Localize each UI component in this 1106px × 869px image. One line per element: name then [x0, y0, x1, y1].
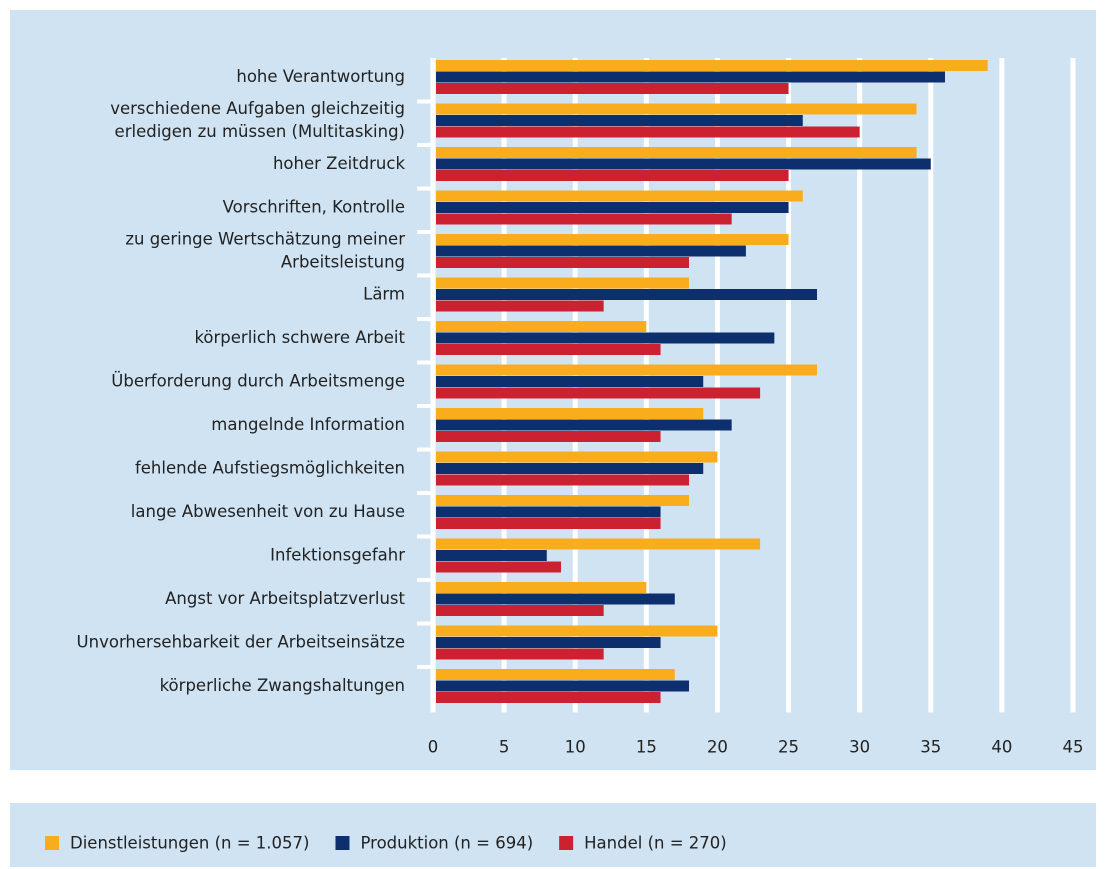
bar	[436, 364, 817, 376]
category-label: hohe Verantwortung	[236, 67, 405, 86]
bar	[436, 506, 661, 518]
category-label: körperlich schwere Arbeit	[194, 328, 405, 347]
bar	[436, 289, 817, 300]
category-label: zu geringe Wertschätzung meiner	[125, 229, 405, 248]
bar	[436, 115, 803, 126]
bar	[436, 561, 561, 573]
bar	[436, 495, 689, 506]
bar	[436, 474, 689, 486]
bar	[436, 344, 661, 355]
category-label: körperliche Zwangshaltungen	[160, 676, 405, 695]
legend-swatch	[45, 836, 59, 850]
x-tick-label: 25	[778, 738, 799, 757]
category-label: Überforderung durch Arbeitsmenge	[111, 371, 405, 390]
bar	[436, 202, 789, 213]
legend-label: Handel (n = 270)	[584, 834, 727, 853]
legend-label: Dienstleistungen (n = 1.057)	[70, 834, 309, 853]
bar	[436, 376, 704, 387]
category-label: Unvorhersehbarkeit der Arbeitseinsätze	[77, 632, 405, 651]
bar	[436, 83, 789, 94]
bar	[436, 625, 718, 637]
bar	[436, 637, 661, 648]
category-label: hoher Zeitdruck	[273, 154, 405, 173]
category-label: verschiedene Aufgaben gleichzeitig	[110, 99, 405, 118]
category-label: fehlende Aufstiegsmöglichkeiten	[135, 458, 405, 477]
bar	[436, 648, 604, 660]
bar	[436, 321, 647, 332]
category-label: erledigen zu müssen (Multitasking)	[115, 122, 405, 141]
category-label: mangelnde Information	[211, 415, 405, 434]
legend-label: Produktion (n = 694)	[360, 834, 533, 853]
bar	[436, 518, 661, 529]
legend-swatch	[335, 836, 350, 850]
x-tick-label: 20	[707, 738, 728, 757]
bar	[436, 680, 689, 692]
bar	[436, 419, 732, 431]
x-tick-label: 45	[1063, 738, 1084, 757]
bar	[436, 277, 689, 289]
bar	[436, 593, 675, 605]
x-tick-label: 35	[920, 738, 941, 757]
bar	[436, 431, 661, 442]
x-tick-label: 30	[849, 738, 870, 757]
bar	[436, 234, 789, 245]
category-label: Vorschriften, Kontrolle	[223, 197, 405, 216]
x-tick-label: 40	[991, 738, 1012, 757]
bar	[436, 550, 547, 561]
bar	[436, 692, 661, 703]
category-label: Angst vor Arbeitsplatzverlust	[165, 589, 405, 608]
x-tick-label: 10	[565, 738, 586, 757]
bar	[436, 60, 988, 71]
bar	[436, 158, 931, 170]
bar	[436, 300, 604, 312]
bar	[436, 387, 761, 399]
category-label: Lärm	[363, 284, 405, 303]
x-tick-label: 15	[636, 738, 657, 757]
x-tick-label: 5	[499, 738, 510, 757]
bar	[436, 538, 761, 550]
bar	[436, 147, 917, 158]
bar	[436, 245, 746, 257]
bar	[436, 126, 860, 138]
category-label: Arbeitsleistung	[281, 252, 405, 271]
category-label: Infektionsgefahr	[270, 545, 405, 564]
bar	[436, 103, 917, 115]
bar	[436, 463, 704, 474]
bar	[436, 669, 675, 680]
bar	[436, 71, 945, 83]
bar	[436, 408, 704, 419]
x-tick-label: 0	[428, 738, 439, 757]
bar	[436, 582, 647, 593]
category-label: lange Abwesenheit von zu Hause	[131, 502, 405, 521]
bar	[436, 605, 604, 616]
bar	[436, 257, 689, 268]
legend-panel	[10, 803, 1096, 867]
legend-swatch	[559, 836, 574, 850]
bar	[436, 170, 789, 181]
bar	[436, 332, 775, 344]
bar	[436, 451, 718, 463]
bar	[436, 190, 803, 202]
bar	[436, 213, 732, 225]
